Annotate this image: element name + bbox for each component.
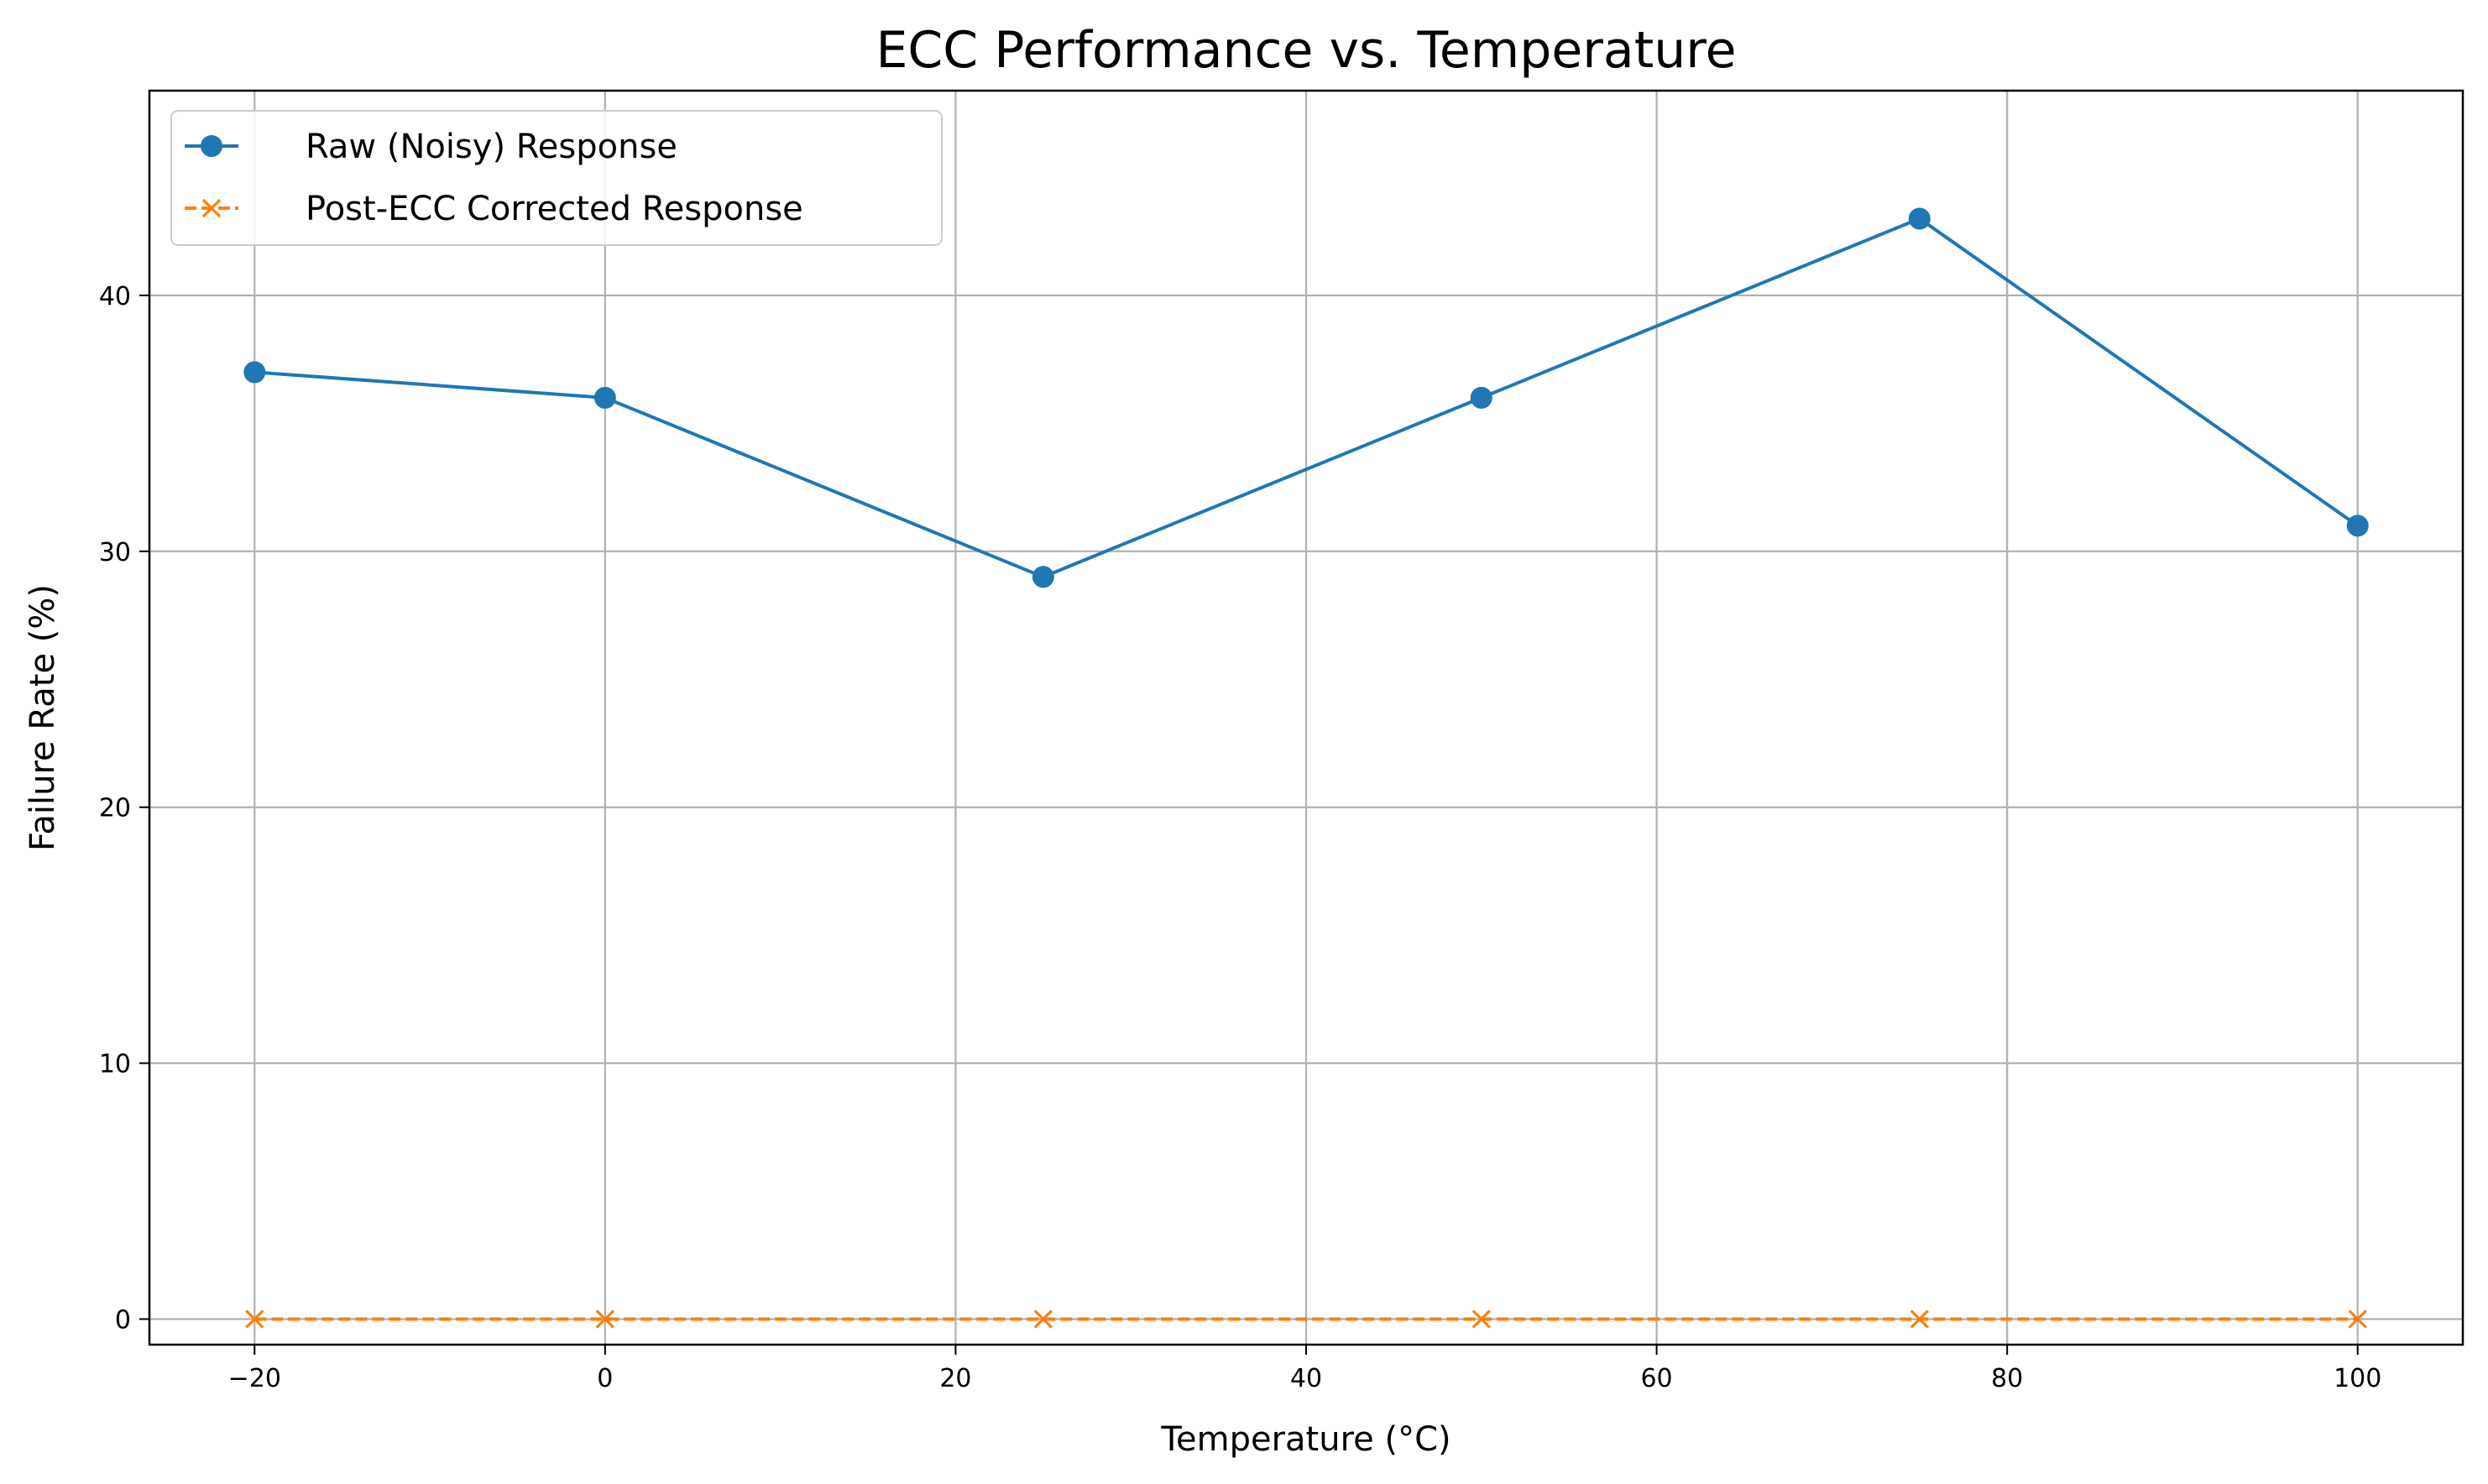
x-marker-stroke xyxy=(2348,1309,2367,1329)
series-1-point xyxy=(2346,515,2369,537)
legend-swatch-marker xyxy=(201,198,222,218)
series-1-point xyxy=(1470,386,1492,409)
x-marker-stroke xyxy=(1033,1309,1053,1329)
series-2-point xyxy=(2348,1309,2367,1329)
legend-label: Post-ECC Corrected Response xyxy=(306,190,803,228)
series-2-point xyxy=(1910,1309,1929,1329)
y-tick-label: 30 xyxy=(99,538,131,567)
legend-item-1: Raw (Noisy) Response xyxy=(185,128,677,166)
chart-title: ECC Performance vs. Temperature xyxy=(876,21,1736,80)
y-tick-label: 0 xyxy=(115,1306,131,1335)
axis-ticks: −20 0 20 40 60 80 100 0 10 20 30 40 xyxy=(99,282,2382,1393)
x-marker-stroke xyxy=(1910,1309,1929,1329)
series-1-point xyxy=(1032,566,1054,588)
x-marker-stroke xyxy=(201,198,222,218)
series-2-point xyxy=(595,1309,614,1329)
legend-item-2: Post-ECC Corrected Response xyxy=(185,190,803,228)
x-tick-label: 20 xyxy=(939,1364,971,1393)
x-tick-label: 60 xyxy=(1640,1364,1672,1393)
x-tick-label: 40 xyxy=(1290,1364,1322,1393)
legend-label: Raw (Noisy) Response xyxy=(306,128,677,166)
legend-swatch-marker xyxy=(201,135,222,157)
x-axis-label: Temperature (°C) xyxy=(1160,1420,1450,1459)
series-1-point xyxy=(243,361,266,384)
x-marker-stroke xyxy=(1471,1309,1491,1329)
x-tick-label: 100 xyxy=(2334,1364,2381,1393)
y-axis-label: Failure Rate (%) xyxy=(24,584,62,851)
series-layer xyxy=(243,207,2369,1329)
grid xyxy=(149,91,2463,1345)
series-2 xyxy=(245,1309,2367,1329)
series-2-point xyxy=(1471,1309,1491,1329)
series-1-point xyxy=(593,386,616,409)
series-1-point xyxy=(1908,207,1931,230)
y-tick-label: 20 xyxy=(99,794,131,823)
series-2-point xyxy=(1033,1309,1053,1329)
legend: Raw (Noisy) Response Post-ECC Corrected R… xyxy=(170,110,943,246)
y-tick-label: 40 xyxy=(99,282,131,311)
series-1 xyxy=(243,207,2369,588)
x-marker-stroke xyxy=(245,1309,264,1329)
x-marker-stroke xyxy=(595,1309,614,1329)
series-2-point xyxy=(245,1309,264,1329)
x-tick-label: 0 xyxy=(597,1364,613,1393)
legend-box xyxy=(170,110,943,246)
series-1-line xyxy=(254,217,2359,579)
x-tick-label: −20 xyxy=(228,1364,281,1393)
x-tick-label: 80 xyxy=(1991,1364,2023,1393)
y-tick-label: 10 xyxy=(99,1050,131,1079)
